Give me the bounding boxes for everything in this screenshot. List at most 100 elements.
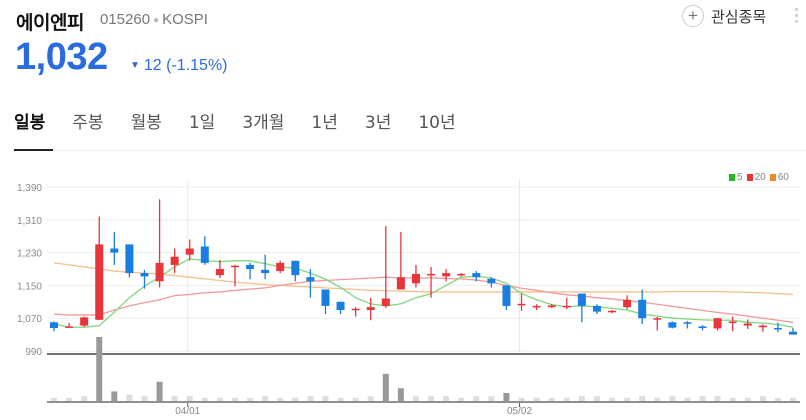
candle xyxy=(140,273,149,277)
volume-bar xyxy=(397,388,404,401)
volume-bar xyxy=(593,396,600,401)
x-tick-label: 05/02 xyxy=(507,406,532,417)
volume-bar xyxy=(292,397,299,401)
candle xyxy=(65,326,74,328)
volume-bar xyxy=(759,396,766,401)
active-tab-indicator xyxy=(14,149,53,151)
y-axis-labels: 1,390 1,310 1,230 1,150 1,070 990 xyxy=(17,183,42,358)
volume-bar xyxy=(699,396,706,401)
volume-bar xyxy=(488,396,495,401)
tab-3years[interactable]: 3년 xyxy=(364,113,392,133)
y-tick-label: 1,310 xyxy=(17,216,42,227)
candle xyxy=(773,328,782,330)
x-axis-labels: 04/01 05/02 xyxy=(175,406,532,417)
candle xyxy=(261,269,270,274)
tab-1day[interactable]: 1일 xyxy=(188,113,216,133)
candle xyxy=(170,256,179,265)
more-options-icon[interactable] xyxy=(795,8,799,26)
candle xyxy=(411,273,420,284)
candle xyxy=(80,317,89,326)
candle xyxy=(502,285,511,306)
volume-bar xyxy=(428,396,435,401)
candle xyxy=(547,305,556,308)
candle xyxy=(155,262,164,282)
candle xyxy=(95,244,104,320)
legend-ma5: 5 xyxy=(729,172,743,183)
volume-bar xyxy=(790,397,796,401)
volume-bar xyxy=(307,396,314,401)
candle xyxy=(713,318,722,329)
volume-bar xyxy=(231,397,238,401)
candle xyxy=(728,321,737,323)
candle xyxy=(321,289,330,306)
volume-bar xyxy=(66,397,73,401)
volume-bar xyxy=(563,397,570,401)
ma5-line xyxy=(53,258,794,328)
tab-3months[interactable]: 3개월 xyxy=(242,113,285,133)
volume-bar xyxy=(126,394,133,401)
y-tick-label: 990 xyxy=(25,347,42,358)
candle xyxy=(306,277,315,282)
moving-averages xyxy=(53,258,794,328)
tab-1year[interactable]: 1년 xyxy=(311,113,338,133)
tab-weekly[interactable]: 주봉 xyxy=(72,113,104,133)
price-change: ▼ 12 (-1.15%) xyxy=(130,57,228,75)
volume-bar xyxy=(578,396,585,401)
volume-bar xyxy=(367,396,374,401)
volume-bar xyxy=(443,396,450,401)
stock-code-market: 015260 ● KOSPI xyxy=(100,11,208,28)
plus-icon: + xyxy=(682,5,704,27)
candle xyxy=(532,305,541,308)
candle xyxy=(623,299,632,308)
add-favorite-button[interactable]: + 관심종목 xyxy=(682,5,766,27)
volume-bar xyxy=(322,396,329,401)
volume-bar xyxy=(503,393,510,401)
legend-swatch xyxy=(746,174,753,181)
candle xyxy=(381,298,390,306)
candle xyxy=(427,273,436,276)
y-tick-label: 1,150 xyxy=(17,281,42,292)
volume-bars xyxy=(51,337,796,401)
y-tick-label: 1,070 xyxy=(17,314,42,325)
volume-bar xyxy=(714,396,721,401)
volume-bar xyxy=(654,397,661,401)
volume-bar xyxy=(262,396,269,401)
y-tick-label: 1,230 xyxy=(17,249,42,260)
volume-bar xyxy=(533,397,540,401)
volume-bar xyxy=(458,397,465,401)
volume-bar xyxy=(141,396,148,401)
legend-swatch xyxy=(729,174,735,181)
favorite-label: 관심종목 xyxy=(711,7,767,26)
candle xyxy=(366,307,375,310)
candle xyxy=(592,305,601,312)
volume-bar xyxy=(382,373,389,401)
legend-ma60: 60 xyxy=(769,172,789,183)
candle xyxy=(743,323,752,326)
candle xyxy=(758,325,767,328)
tab-daily[interactable]: 일봉 xyxy=(14,113,46,133)
change-value: 12 (-1.15%) xyxy=(143,57,228,74)
x-tick-label: 04/01 xyxy=(175,406,200,417)
candles xyxy=(50,199,797,335)
candle xyxy=(562,305,571,308)
volume-bar xyxy=(624,397,631,401)
candle xyxy=(230,265,239,268)
legend-ma20: 20 xyxy=(746,172,766,183)
tab-monthly[interactable]: 월봉 xyxy=(130,113,162,133)
candle xyxy=(246,264,255,269)
candle xyxy=(472,273,481,278)
volume-bar xyxy=(96,337,103,401)
tab-10years[interactable]: 10년 xyxy=(418,113,456,133)
candle xyxy=(50,322,58,329)
candle xyxy=(291,260,300,276)
candle xyxy=(110,248,119,253)
stock-code: 015260 xyxy=(100,11,151,28)
candle xyxy=(336,301,345,310)
candle xyxy=(668,322,677,328)
candle xyxy=(396,277,405,290)
volume-bar xyxy=(247,397,254,401)
volume-bar xyxy=(684,397,691,401)
candle xyxy=(517,303,526,306)
volume-bar xyxy=(337,397,344,401)
